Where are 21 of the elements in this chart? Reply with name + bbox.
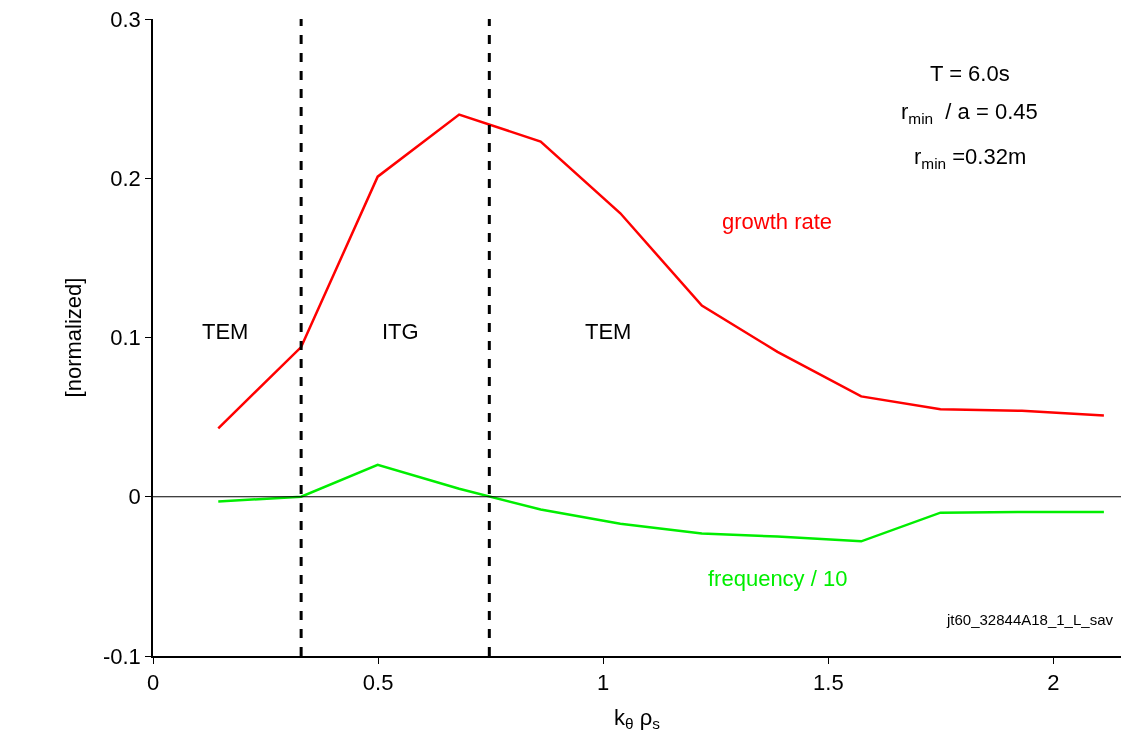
y-tick-label: 0.2 [110, 165, 141, 191]
y-tick-label: 0.3 [110, 6, 141, 32]
x-tick-label: 0.5 [362, 670, 394, 696]
text: growth rate [722, 209, 833, 234]
annotation: r$_{min}$ =0.32m [914, 144, 1027, 172]
x-tick-label: 2 [1047, 670, 1060, 696]
annotation: TEM [202, 319, 249, 344]
annotation: T = 6.0s [930, 61, 1010, 86]
annotation: jt60_32844A18_1_L_sav [946, 611, 1114, 628]
y-tick-label: 0 [128, 484, 141, 510]
annotation: ITG [382, 319, 419, 344]
y-axis-title: [normalized] [61, 277, 87, 398]
y-tick-label: -0.1 [102, 643, 141, 669]
x-tick-label: 0 [146, 670, 160, 696]
annotation: r$_{min}$ / a = 0.45 [901, 99, 1038, 127]
y-tick-label: 0.1 [110, 325, 141, 351]
x-axis-title: k$_{θ}$ ρ$_{s}$ [614, 704, 661, 733]
annotation: TEM [585, 319, 632, 344]
x-tick-label: 1.5 [813, 670, 844, 696]
x-tick-label: 1 [597, 670, 610, 696]
series-label: frequency / 10 [708, 566, 848, 591]
